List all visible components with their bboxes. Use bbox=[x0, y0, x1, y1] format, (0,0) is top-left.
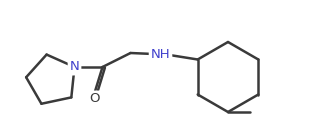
Text: N: N bbox=[70, 60, 79, 74]
Text: NH: NH bbox=[151, 48, 170, 62]
Text: O: O bbox=[89, 93, 100, 105]
